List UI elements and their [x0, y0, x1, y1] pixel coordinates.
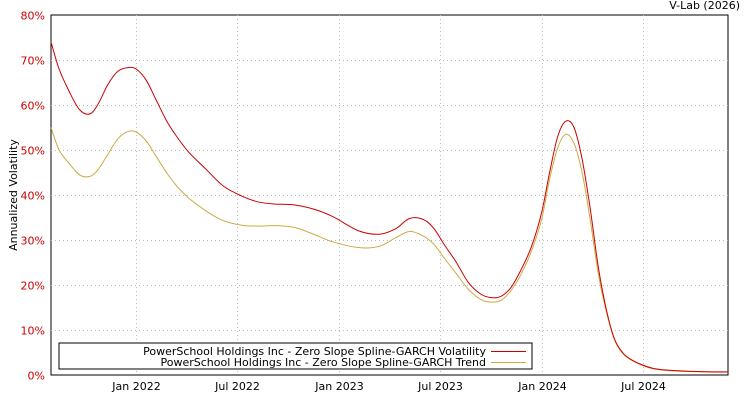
legend-box — [58, 342, 533, 370]
y-tick-label: 70% — [21, 55, 45, 68]
legend: PowerSchool Holdings Inc - Zero Slope Sp… — [58, 342, 533, 370]
y-axis-label: Annualized Volatility — [7, 139, 20, 251]
x-tick-label: Jul 2024 — [620, 380, 666, 393]
series-lines — [50, 41, 728, 373]
x-tick-label: Jul 2022 — [214, 380, 260, 393]
y-tick-label: 60% — [21, 100, 45, 113]
volatility-series-line — [50, 41, 728, 373]
credit-label: V-Lab (2026) — [669, 0, 740, 12]
x-tick-label: Jul 2023 — [417, 380, 463, 393]
trend-series-line — [50, 127, 728, 373]
y-tick-label: 50% — [21, 145, 45, 158]
y-axis-ticks: 0% 10% 20% 30% 40% 50% 60% 70% 80% — [21, 10, 45, 383]
y-tick-label: 20% — [21, 280, 45, 293]
grid-lines — [51, 15, 728, 375]
y-tick-label: 0% — [28, 370, 45, 383]
x-tick-label: Jan 2022 — [111, 380, 160, 393]
plot-area — [50, 14, 729, 376]
x-axis-ticks: Jan 2022 Jul 2022 Jan 2023 Jul 2023 Jan 2024… — [111, 380, 666, 393]
x-tick-label: Jan 2024 — [517, 380, 566, 393]
legend-label-trend: PowerSchool Holdings Inc - Zero Slope Sp… — [161, 356, 487, 369]
y-tick-label: 40% — [21, 190, 45, 203]
y-tick-label: 80% — [21, 10, 45, 23]
y-tick-label: 10% — [21, 325, 45, 338]
x-tick-label: Jan 2023 — [314, 380, 363, 393]
y-tick-label: 30% — [21, 235, 45, 248]
legend-label-volatility: PowerSchool Holdings Inc - Zero Slope Sp… — [143, 345, 486, 358]
